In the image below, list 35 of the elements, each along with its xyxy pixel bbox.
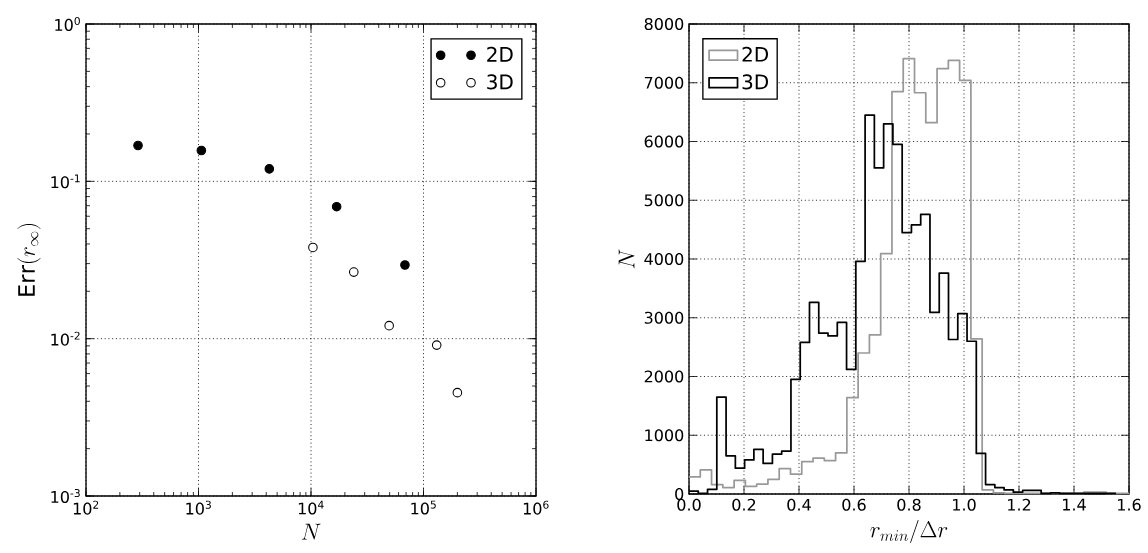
y-tick-label: 4000 (644, 252, 684, 266)
x-axis-title: $N$ (301, 523, 321, 540)
y-tick-label: 8000 (644, 17, 684, 31)
y-tick-label: 3000 (644, 311, 684, 324)
y-tick-label: 10$^{-2}$ (51, 331, 80, 346)
x-tick-label: 10$^{3}$ (186, 500, 211, 515)
y-tick-label: 1000 (645, 429, 684, 442)
x-tick-label: 1.0 (953, 498, 976, 511)
x-tick-label: 1.4 (1063, 498, 1086, 511)
legend-label: 2D (487, 46, 513, 62)
x-tick-label: 10$^{6}$ (523, 500, 549, 515)
x-tick-label: 0.2 (732, 498, 756, 511)
x-tick-label: 10$^{5}$ (411, 500, 436, 515)
x-axis-title: $r_{min}/\Delta r$ (870, 519, 948, 543)
y-tick-label: 2000 (644, 370, 684, 383)
x-tick-label: 0.4 (787, 498, 811, 511)
y-tick-label: 10$^{0}$ (55, 17, 80, 31)
y-axis-title: $N$ (618, 249, 635, 269)
x-tick-label: 0.0 (677, 498, 701, 511)
y-tick-label: 10$^{-3}$ (51, 489, 80, 503)
y-tick-label: 7000 (644, 76, 684, 89)
x-tick-label: 1.6 (1118, 498, 1141, 511)
x-tick-label: 1.2 (1008, 498, 1031, 511)
x-tick-label: 0.6 (842, 498, 866, 511)
y-tick-label: 6000 (644, 135, 684, 148)
y-tick-label: 0 (675, 487, 684, 501)
x-tick-label: 10$^{2}$ (73, 500, 99, 515)
y-tick-label: 10$^{-1}$ (51, 174, 80, 189)
legend-label: 3D (487, 74, 513, 90)
y-axis-title: $\mathrm{Err}(r_\infty)$ (17, 224, 41, 296)
x-tick-label: 0.8 (897, 498, 921, 511)
legend-label: 2D (742, 46, 768, 62)
y-tick-label: 5000 (644, 194, 684, 207)
x-tick-label: 10$^{4}$ (298, 500, 324, 515)
legend-label: 3D (742, 74, 768, 90)
